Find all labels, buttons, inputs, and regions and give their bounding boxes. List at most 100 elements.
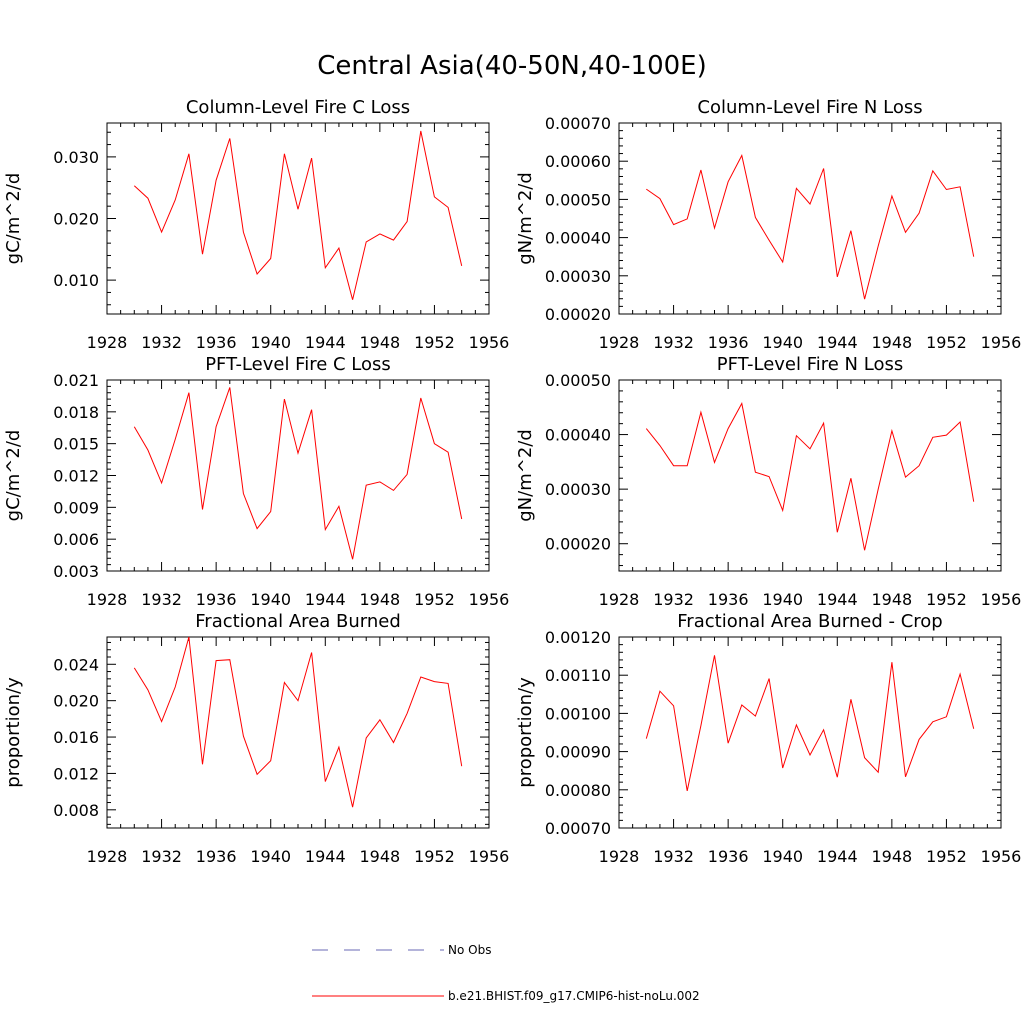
x-tick-label: 1952 — [414, 590, 455, 609]
x-tick-label: 1948 — [359, 333, 400, 352]
x-tick-label: 1940 — [762, 847, 803, 866]
panel-2: Column-Level Fire N Loss gN/m^2/d 1928 1932… — [515, 97, 1021, 352]
x-tick-label: 1940 — [250, 333, 291, 352]
panel-3: PFT-Level Fire C Loss gC/m^2/d 1928 1932 193… — [3, 354, 509, 609]
y-tick-label: 0.00050 — [545, 190, 611, 209]
y-tick-label: 0.006 — [53, 530, 99, 549]
x-tick-label: 1932 — [653, 333, 694, 352]
y-tick-label: 0.012 — [53, 764, 99, 783]
series-line — [133, 130, 463, 300]
x-tick-label: 1940 — [762, 333, 803, 352]
y-tick-label: 0.003 — [53, 562, 99, 581]
y-tick-label: 0.00090 — [545, 743, 611, 762]
x-tick-label: 1940 — [250, 847, 291, 866]
x-tick-label: 1956 — [469, 590, 510, 609]
y-tick-label: 0.020 — [53, 692, 99, 711]
y-tick-label: 0.00070 — [545, 114, 611, 133]
series-line — [133, 387, 463, 560]
y-axis-label: gC/m^2/d — [3, 430, 24, 522]
y-tick-label: 0.020 — [53, 210, 99, 229]
panel-title: PFT-Level Fire N Loss — [717, 354, 903, 375]
x-tick-label: 1956 — [469, 847, 510, 866]
panel-1: Column-Level Fire C Loss gC/m^2/d 1928 1932… — [3, 97, 509, 352]
y-tick-label: 0.00050 — [545, 371, 611, 390]
x-tick-label: 1944 — [305, 590, 346, 609]
x-tick-label: 1944 — [817, 590, 858, 609]
series-line — [645, 402, 975, 551]
x-tick-label: 1948 — [871, 333, 912, 352]
plot-frame — [106, 636, 490, 829]
y-axis-label: gC/m^2/d — [3, 173, 24, 265]
y-tick-label: 0.009 — [53, 498, 99, 517]
plot-frame — [618, 379, 1002, 572]
y-tick-label: 0.024 — [53, 655, 99, 674]
x-tick-label: 1932 — [653, 590, 694, 609]
series-line — [133, 636, 463, 808]
panel-5: Fractional Area Burned proportion/y 1928 19… — [3, 611, 509, 866]
x-tick-label: 1944 — [817, 847, 858, 866]
x-tick-label: 1952 — [926, 847, 967, 866]
x-tick-label: 1932 — [141, 847, 182, 866]
panels: Column-Level Fire C Loss gC/m^2/d 1928 1932… — [3, 97, 1021, 866]
y-tick-label: 0.030 — [53, 148, 99, 167]
legend-obs-label: No Obs — [448, 943, 491, 957]
y-tick-label: 0.012 — [53, 467, 99, 486]
y-tick-label: 0.015 — [53, 435, 99, 454]
y-tick-label: 0.00070 — [545, 819, 611, 838]
x-tick-label: 1952 — [926, 590, 967, 609]
x-tick-label: 1928 — [599, 333, 640, 352]
plot-frame — [618, 122, 1002, 315]
x-tick-label: 1956 — [469, 333, 510, 352]
x-tick-label: 1940 — [762, 590, 803, 609]
plot-frame — [618, 636, 1002, 829]
x-tick-label: 1940 — [250, 590, 291, 609]
x-tick-label: 1956 — [981, 333, 1022, 352]
panel-title: Fractional Area Burned — [195, 611, 401, 632]
y-tick-label: 0.021 — [53, 371, 99, 390]
x-tick-label: 1956 — [981, 590, 1022, 609]
x-tick-label: 1932 — [141, 590, 182, 609]
y-axis-label: proportion/y — [3, 677, 24, 788]
y-tick-label: 0.00080 — [545, 781, 611, 800]
x-tick-label: 1928 — [599, 590, 640, 609]
x-tick-label: 1948 — [871, 847, 912, 866]
y-tick-label: 0.00040 — [545, 426, 611, 445]
x-tick-label: 1928 — [599, 847, 640, 866]
y-tick-label: 0.00040 — [545, 229, 611, 248]
y-tick-label: 0.00120 — [545, 628, 611, 647]
x-tick-label: 1948 — [871, 590, 912, 609]
x-tick-label: 1936 — [196, 847, 237, 866]
legend-model-label: b.e21.BHIST.f09_g17.CMIP6-hist-noLu.002 — [448, 989, 700, 1003]
plot-frame — [106, 122, 490, 315]
x-tick-label: 1952 — [414, 847, 455, 866]
x-tick-label: 1928 — [87, 847, 128, 866]
y-tick-label: 0.00110 — [545, 666, 611, 685]
x-tick-label: 1936 — [196, 590, 237, 609]
x-tick-label: 1956 — [981, 847, 1022, 866]
x-tick-label: 1944 — [817, 333, 858, 352]
panel-title: PFT-Level Fire C Loss — [205, 354, 391, 375]
x-tick-label: 1948 — [359, 847, 400, 866]
y-tick-label: 0.00020 — [545, 305, 611, 324]
y-tick-label: 0.00060 — [545, 152, 611, 171]
y-tick-label: 0.00030 — [545, 267, 611, 286]
legend: No Obs b.e21.BHIST.f09_g17.CMIP6-hist-no… — [312, 943, 700, 1003]
y-tick-label: 0.010 — [53, 271, 99, 290]
x-tick-label: 1944 — [305, 847, 346, 866]
series-line — [645, 655, 975, 792]
x-tick-label: 1928 — [87, 590, 128, 609]
x-tick-label: 1932 — [141, 333, 182, 352]
figure-title: Central Asia(40-50N,40-100E) — [317, 51, 707, 81]
x-tick-label: 1932 — [653, 847, 694, 866]
panel-title: Fractional Area Burned - Crop — [677, 611, 942, 632]
y-tick-label: 0.016 — [53, 728, 99, 747]
x-tick-label: 1936 — [708, 333, 749, 352]
x-tick-label: 1952 — [414, 333, 455, 352]
y-tick-label: 0.00020 — [545, 535, 611, 554]
panel-title: Column-Level Fire C Loss — [186, 97, 410, 118]
y-tick-label: 0.00100 — [545, 704, 611, 723]
x-tick-label: 1952 — [926, 333, 967, 352]
x-tick-label: 1944 — [305, 333, 346, 352]
x-tick-label: 1928 — [87, 333, 128, 352]
panel-4: PFT-Level Fire N Loss gN/m^2/d 1928 1932 193… — [515, 354, 1021, 609]
